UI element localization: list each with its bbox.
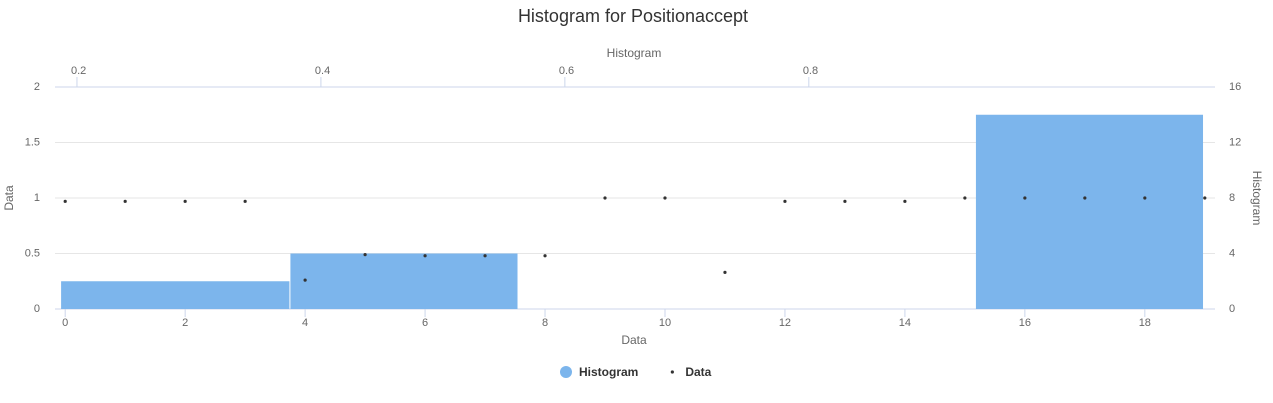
y-tick-label: 0 (34, 303, 40, 315)
x-tick-label: 2 (182, 317, 188, 329)
data-point (363, 253, 367, 257)
y-axis-title: Data (2, 185, 16, 211)
data-point (903, 199, 907, 203)
legend-label: Histogram (579, 365, 638, 379)
x2-axis-title: Histogram (607, 46, 662, 60)
legend-label: Data (685, 365, 711, 379)
data-point (1143, 196, 1147, 200)
x2-tick-label: 0.2 (71, 65, 86, 77)
data-point (663, 196, 667, 200)
y2-axis-title: Histogram (1250, 171, 1264, 226)
data-point (1203, 196, 1207, 200)
y2-tick-label: 16 (1229, 81, 1241, 93)
x-axis-title: Data (621, 333, 647, 347)
x-tick-label: 0 (62, 317, 68, 329)
x2-tick-label: 0.4 (315, 65, 330, 77)
histogram-bar (290, 253, 518, 309)
data-point (843, 199, 847, 203)
x-tick-label: 16 (1019, 317, 1031, 329)
data-point (783, 199, 787, 203)
x-tick-label: 4 (302, 317, 308, 329)
y2-tick-label: 0 (1229, 303, 1235, 315)
x2-tick-label: 0.6 (559, 65, 574, 77)
data-point (1023, 196, 1027, 200)
x-tick-label: 12 (779, 317, 791, 329)
x-tick-label: 6 (422, 317, 428, 329)
x-tick-label: 18 (1139, 317, 1151, 329)
data-point (63, 199, 67, 203)
y2-tick-label: 12 (1229, 136, 1241, 148)
data-point (243, 199, 247, 203)
data-point (423, 254, 427, 258)
x-tick-label: 14 (899, 317, 911, 329)
y-tick-label: 1.5 (25, 136, 40, 148)
data-point (1083, 196, 1087, 200)
histogram-bar (975, 114, 1204, 309)
data-point (963, 196, 967, 200)
y2-tick-label: 8 (1229, 192, 1235, 204)
y2-tick-label: 4 (1229, 247, 1235, 259)
data-point (723, 270, 727, 274)
data-point (483, 254, 487, 258)
histogram-bar (61, 281, 290, 309)
x-tick-label: 8 (542, 317, 548, 329)
y-tick-label: 0.5 (25, 247, 40, 259)
legend-symbol (560, 366, 572, 378)
data-point (603, 196, 607, 200)
x-tick-label: 10 (659, 317, 671, 329)
data-point (183, 199, 187, 203)
y-tick-label: 1 (34, 192, 40, 204)
x2-tick-label: 0.8 (803, 65, 818, 77)
data-point (543, 254, 547, 258)
y-tick-label: 2 (34, 81, 40, 93)
legend-symbol (670, 370, 674, 374)
data-point (303, 278, 307, 282)
chart-title: Histogram for Positionaccept (518, 6, 748, 26)
data-point (123, 199, 127, 203)
